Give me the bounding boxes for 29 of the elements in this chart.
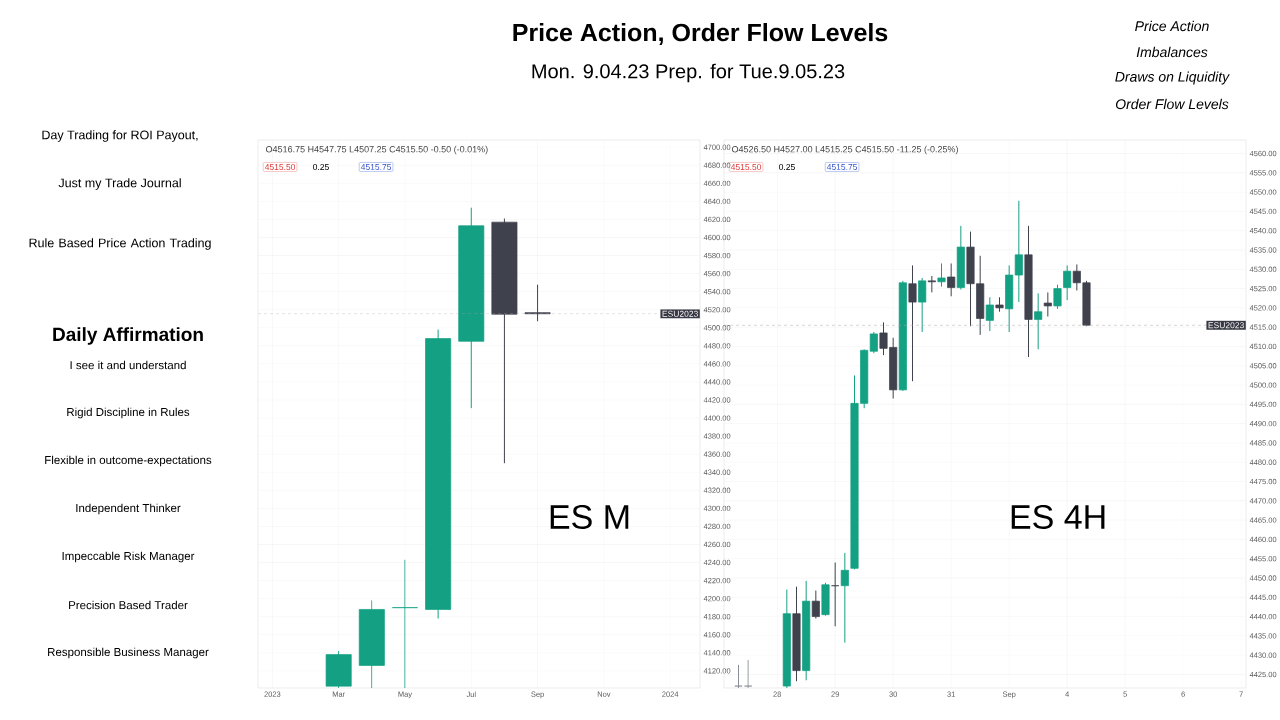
annotation: O4516.75 H4547.75 L4507.25 C4515.50 -0.50 (-0.01%) <box>265 145 488 155</box>
annotation: 0.25 <box>779 163 795 170</box>
text: Day Trading for ROI Payout, <box>42 130 198 142</box>
text: Rule Based Price Action Trading <box>29 238 211 250</box>
annotation: O4526.50 H4527.00 L4515.25 C4515.50 -11.25 (-0.25%) <box>731 145 958 155</box>
annotation: 4515.50 <box>264 163 296 170</box>
text: Impeccable Risk Manager <box>62 551 195 563</box>
text: I see it and understand <box>70 360 186 370</box>
text: Flexible in outcome-expectations <box>45 455 212 467</box>
text: Mon. 9.04.23 Prep. for Tue.9.05.23 <box>532 63 845 83</box>
annotation: 4515.75 <box>826 164 858 170</box>
annotation: 4515.50 <box>730 163 762 170</box>
text: Order Flow Levels <box>1115 98 1229 110</box>
ref-line-label: ESU2023 <box>662 310 698 317</box>
text: Precision Based Trader <box>69 600 188 610</box>
text: Price Action, Order Flow Levels <box>513 23 888 45</box>
text: Just my Trade Journal <box>58 178 181 190</box>
annotation: ES M <box>550 504 629 530</box>
annotation: 0.25 <box>313 163 329 170</box>
annotation: 4515.75 <box>360 164 392 170</box>
text: Daily Affirmation <box>53 327 203 345</box>
text: Rigid Discipline in Rules <box>67 407 190 419</box>
text: Imbalances <box>1136 46 1208 58</box>
text: Price Action <box>1135 20 1209 32</box>
ref-line-label: ESU2023 <box>1208 322 1244 329</box>
annotation: ES 4H <box>1011 504 1105 530</box>
text: Independent Thinker <box>76 503 181 515</box>
text: Draws on Liquidity <box>1115 71 1230 85</box>
text: Responsible Business Manager <box>48 647 209 659</box>
